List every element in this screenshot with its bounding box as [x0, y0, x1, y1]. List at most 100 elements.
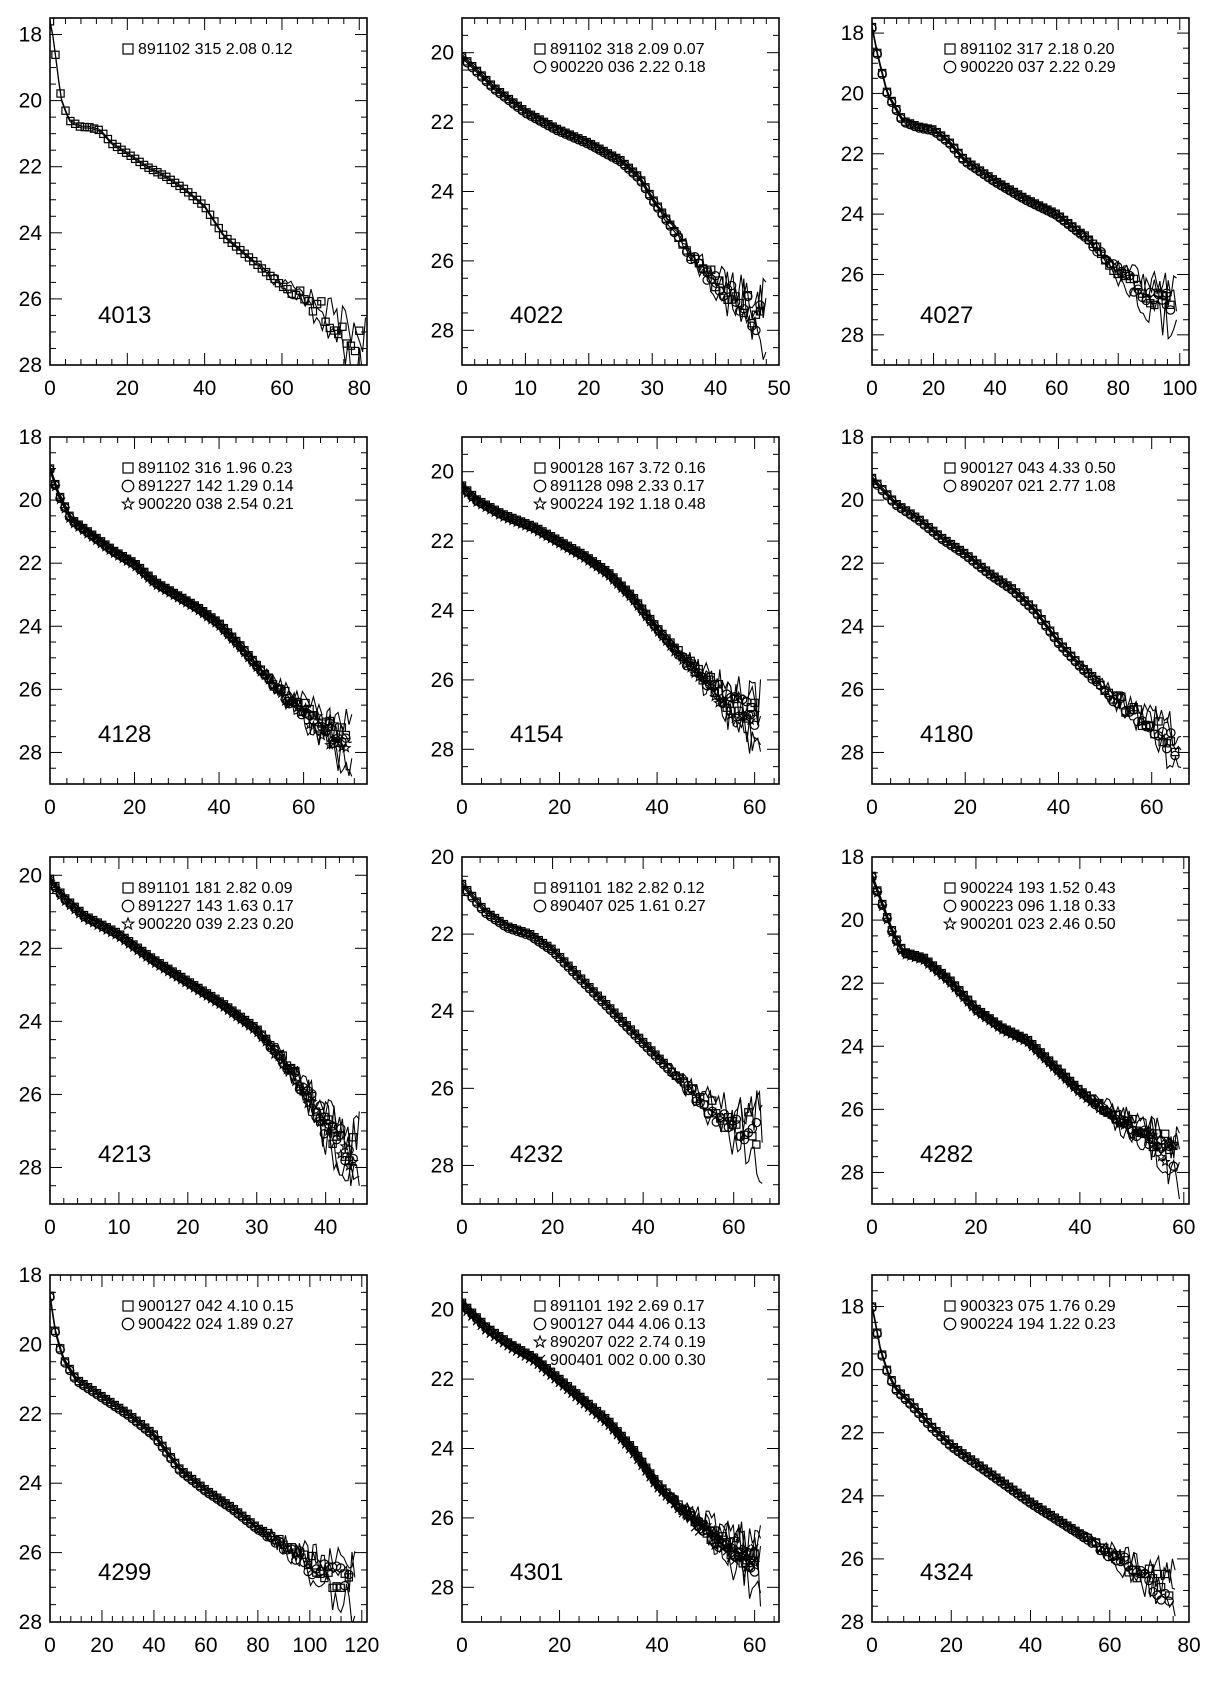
data-point-circle: [677, 238, 688, 248]
data-point-star: [536, 528, 549, 539]
y-tick-label: 22: [431, 530, 454, 553]
data-point-star: [275, 687, 287, 699]
x-tick-label: 0: [866, 796, 878, 819]
y-tick-label: 22: [19, 156, 42, 179]
legend-entry: 900220 037 2.22 0.29: [960, 59, 1116, 76]
galaxy-id-label: 4027: [920, 302, 973, 329]
data-point-circle: [552, 125, 562, 136]
data-point-star: [624, 590, 636, 602]
data-point-star: [1043, 1057, 1055, 1068]
data-point-star: [87, 917, 99, 928]
data-point-star: [287, 694, 300, 706]
data-point-square: [89, 124, 99, 133]
data-point-cross: [521, 1352, 530, 1361]
data-point-square: [1152, 1569, 1162, 1579]
legend-entry: 891102 318 2.09 0.07: [550, 41, 705, 58]
plot-frame: [871, 17, 1190, 366]
data-point-circle: [872, 480, 883, 490]
y-tick-label: 28: [841, 1611, 864, 1634]
legend-marker-circle: [943, 1317, 957, 1331]
x-tick-label: 60: [1140, 796, 1163, 819]
x-tick-label: 20: [548, 796, 571, 819]
data-point-circle: [872, 23, 877, 33]
profile-data: [462, 1298, 762, 1607]
data-point-star: [268, 1048, 280, 1060]
data-point-square: [278, 282, 288, 292]
data-point-circle: [299, 1557, 309, 1568]
data-point-circle: [872, 1329, 882, 1339]
data-point-circle: [1103, 1551, 1114, 1562]
x-tick-label: 60: [292, 796, 315, 819]
data-point-circle: [1145, 721, 1156, 732]
data-point-star: [1001, 1026, 1013, 1037]
data-point-star: [230, 637, 242, 649]
data-point-square: [1154, 717, 1163, 726]
data-point-star: [263, 674, 275, 685]
y-tick-label: 22: [841, 143, 864, 166]
data-point-star: [59, 895, 71, 907]
data-point-circle: [1128, 705, 1139, 715]
data-point-square: [346, 341, 356, 350]
data-point-square: [66, 116, 75, 126]
data-point-circle: [1170, 750, 1180, 761]
legend-marker-circle: [533, 1317, 547, 1331]
data-point-circle: [1141, 721, 1151, 732]
data-point-circle: [344, 1569, 354, 1580]
y-tick-label: 26: [431, 1507, 454, 1530]
y-tick-label: 20: [841, 1359, 864, 1382]
x-tick-label: 60: [194, 1634, 217, 1657]
data-point-square: [295, 286, 305, 295]
data-point-star: [1122, 1117, 1134, 1129]
data-point-star: [320, 725, 332, 737]
data-point-circle: [577, 136, 588, 147]
data-point-star: [1159, 1156, 1171, 1167]
data-point-square: [85, 123, 94, 132]
legend-entry: 891227 143 1.63 0.17: [138, 898, 294, 915]
data-point-star: [741, 1561, 753, 1573]
data-point-star: [729, 712, 741, 724]
data-point-circle: [508, 925, 518, 935]
data-point-star: [725, 1542, 737, 1554]
galaxy-id-label: 4154: [510, 721, 563, 748]
data-point-star: [640, 610, 652, 622]
y-tick-label: 20: [19, 489, 42, 512]
y-tick-label: 22: [841, 972, 864, 995]
data-point-circle: [891, 105, 902, 116]
x-tick-label: 60: [270, 377, 293, 400]
legend-marker-circle: [533, 479, 547, 493]
data-point-star: [285, 1064, 297, 1076]
data-point-circle: [914, 123, 924, 133]
data-point-cross: [702, 1524, 711, 1534]
data-point-circle: [467, 62, 477, 73]
data-point-square: [148, 165, 158, 175]
data-point-star: [1139, 1127, 1151, 1139]
x-tick-label: 20: [90, 1634, 113, 1657]
x-tick-label: 40: [645, 1634, 668, 1657]
legend-entry: 891102 315 2.08 0.12: [138, 41, 293, 58]
data-point-star: [904, 950, 917, 962]
y-tick-label: 22: [19, 937, 42, 960]
profile-data: [50, 874, 360, 1187]
data-point-star: [108, 547, 120, 559]
y-tick-label: 26: [431, 1077, 454, 1100]
data-point-star: [50, 882, 62, 894]
galaxy-id-label: 4013: [98, 302, 151, 329]
data-point-star: [676, 654, 689, 666]
y-tick-label: 20: [19, 1333, 42, 1356]
data-point-star: [59, 503, 71, 514]
x-tick-label: 40: [631, 1216, 654, 1239]
data-point-circle: [1087, 1538, 1097, 1548]
data-point-circle: [573, 134, 584, 145]
y-tick-label: 26: [19, 678, 42, 701]
data-point-circle: [691, 1096, 701, 1106]
y-tick-label: 24: [19, 1010, 43, 1033]
data-point-star: [962, 996, 974, 1008]
data-point-square: [1166, 300, 1175, 310]
galaxy-id-label: 4128: [98, 721, 151, 748]
data-point-star: [259, 669, 271, 681]
y-tick-label: 22: [431, 1368, 454, 1391]
legend-marker-square: [944, 882, 956, 894]
data-point-star: [913, 953, 926, 964]
data-point-circle: [565, 131, 575, 141]
data-point-star: [256, 1031, 268, 1043]
